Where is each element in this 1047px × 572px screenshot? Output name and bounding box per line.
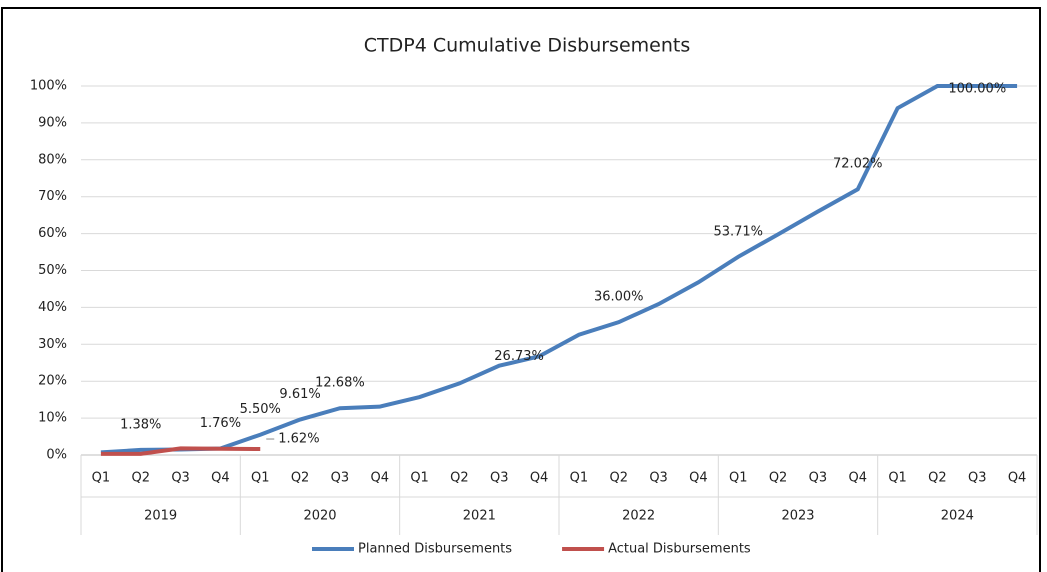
y-tick-label: 30% (38, 337, 67, 352)
y-tick-label: 100% (30, 79, 67, 94)
x-tick-label: Q3 (809, 471, 828, 486)
x-tick-label: Q2 (131, 471, 150, 486)
data-label: 12.68% (315, 376, 365, 391)
data-label: 1.76% (200, 416, 241, 431)
x-tick-label: Q4 (370, 471, 389, 486)
x-tick-label: Q4 (1008, 471, 1027, 486)
chart-title: CTDP4 Cumulative Disbursements (364, 35, 690, 57)
y-tick-label: 40% (38, 300, 67, 315)
x-tick-label: Q2 (769, 471, 788, 486)
group-label: 2022 (622, 509, 655, 524)
chart-frame (1, 7, 1041, 572)
x-tick-label: Q3 (171, 471, 190, 486)
x-tick-label: Q1 (729, 471, 748, 486)
x-tick-label: Q1 (888, 471, 907, 486)
x-tick-label: Q4 (530, 471, 549, 486)
x-tick-label: Q1 (92, 471, 111, 486)
x-tick-label: Q3 (331, 471, 350, 486)
x-tick-label: Q2 (291, 471, 310, 486)
x-tick-label: Q1 (410, 471, 429, 486)
x-tick-label: Q3 (490, 471, 509, 486)
y-tick-label: 10% (38, 411, 67, 426)
legend-label: Planned Disbursements (358, 542, 512, 557)
data-label: 100.00% (948, 82, 1006, 97)
y-tick-label: 50% (38, 263, 67, 278)
data-label: 1.38% (120, 417, 161, 432)
data-label: 5.50% (240, 402, 281, 417)
x-tick-label: Q4 (848, 471, 867, 486)
group-label: 2023 (781, 509, 814, 524)
series-line (100, 446, 261, 456)
x-tick-label: Q4 (689, 471, 708, 486)
x-tick-label: Q2 (609, 471, 628, 486)
x-tick-label: Q4 (211, 471, 230, 486)
x-tick-label: Q1 (570, 471, 589, 486)
x-tick-label: Q3 (649, 471, 668, 486)
x-tick-label: Q2 (928, 471, 947, 486)
group-label: 2024 (941, 509, 974, 524)
x-tick-label: Q3 (968, 471, 987, 486)
x-tick-label: Q1 (251, 471, 270, 486)
legend-label: Actual Disbursements (608, 542, 751, 557)
series-line (100, 84, 1018, 455)
data-label: 1.62% (278, 432, 319, 447)
data-label: 72.02% (833, 157, 883, 172)
data-label: 36.00% (594, 290, 644, 305)
data-label: 26.73% (494, 349, 544, 364)
group-label: 2020 (303, 509, 336, 524)
group-label: 2021 (463, 509, 496, 524)
y-tick-label: 90% (38, 115, 67, 130)
y-tick-label: 70% (38, 189, 67, 204)
data-label: 53.71% (713, 224, 763, 239)
group-label: 2019 (144, 509, 177, 524)
y-tick-label: 0% (46, 448, 67, 463)
y-tick-label: 20% (38, 374, 67, 389)
x-tick-label: Q2 (450, 471, 469, 486)
data-label: 9.61% (279, 387, 320, 402)
y-tick-label: 80% (38, 152, 67, 167)
y-tick-label: 60% (38, 226, 67, 241)
